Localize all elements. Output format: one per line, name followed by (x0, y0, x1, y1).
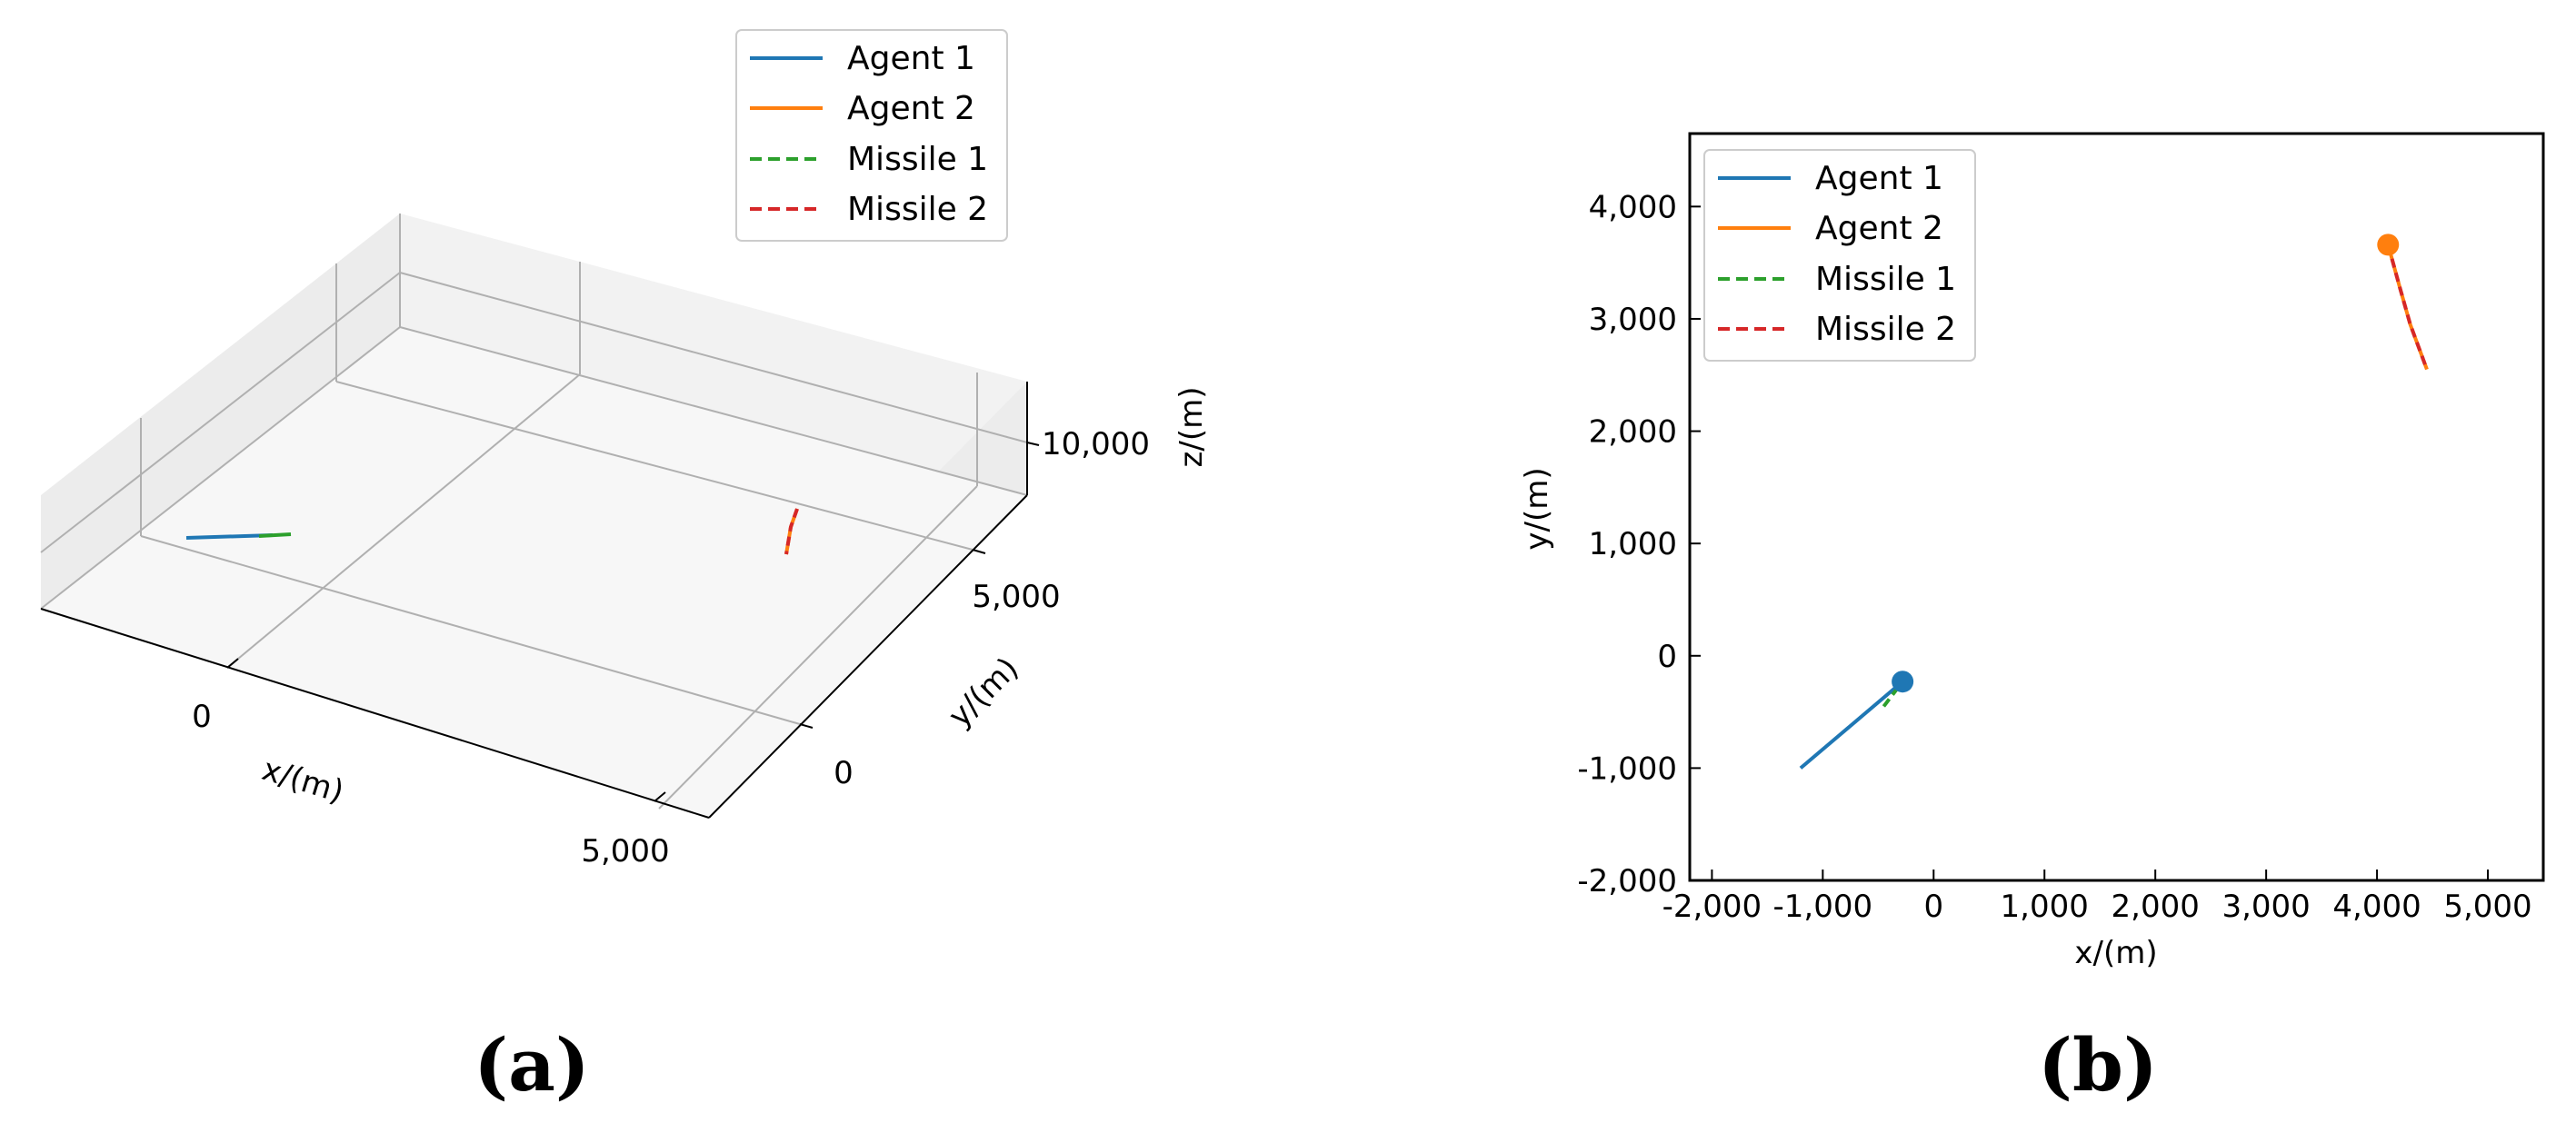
panel-label-b: (b) (2038, 1022, 2158, 1108)
legend-a-entry-missile-1: Missile 1 (750, 141, 988, 178)
z-axis-label: z/(m) (1173, 387, 1210, 468)
legend-b-label-agent-1: Agent 1 (1815, 160, 1943, 197)
legend-b-label-agent-2: Agent 2 (1815, 210, 1943, 247)
legend-b-entry-missile-2: Missile 2 (1718, 311, 1956, 348)
x-tick-label-b: 3,000 (2222, 889, 2310, 925)
y-axis-line (708, 494, 1028, 819)
legend-b: Agent 1 Agent 2 Missile 1 Missile 2 (1703, 149, 1976, 362)
agent-1-trajectory-3d (185, 533, 274, 540)
legend-b-entry-agent-2: Agent 2 (1718, 210, 1943, 247)
agent-1-position-marker (1892, 671, 1914, 693)
x-axis-label: x/(m) (258, 751, 348, 810)
legend-b-entry-agent-1: Agent 1 (1718, 160, 1943, 197)
y-tick-label-0: 0 (834, 755, 854, 791)
legend-b-label-missile-2: Missile 2 (1815, 311, 1956, 348)
missile-2-trajectory (2386, 243, 2429, 371)
y-tick-label-b: 0 (1657, 639, 1677, 675)
grid-3d (40, 214, 1028, 810)
legend-b-frame (1703, 149, 1976, 362)
x-axis-line (40, 608, 710, 819)
x-tick-label-5000: 5,000 (581, 833, 669, 870)
z-tick-10000 (1026, 442, 1040, 446)
y-tick-label-b: 1,000 (1589, 526, 1677, 562)
legend-a-entry-agent-2: Agent 2 (750, 90, 975, 127)
x-tick-label-b: 0 (1923, 889, 1943, 925)
plot-b-markers (1892, 234, 2400, 693)
x-tick-label-b: 1,000 (2001, 889, 2089, 925)
legend-a-frame (735, 29, 1008, 242)
legend-a-label-missile-1: Missile 1 (847, 141, 988, 178)
x-tick-label-b: 4,000 (2332, 889, 2421, 925)
x-tick-5000 (654, 791, 666, 802)
legend-a-label-agent-1: Agent 1 (847, 40, 975, 77)
legend-a-label-agent-2: Agent 2 (847, 90, 975, 127)
missile-1-trajectory (1882, 680, 1904, 708)
x-tick-0 (226, 658, 239, 669)
y-tick-label-b: 4,000 (1589, 189, 1677, 225)
pane-left-wall (41, 214, 400, 609)
x-axis-label-b: x/(m) (2074, 935, 2157, 971)
legend-b-entry-missile-1: Missile 1 (1718, 261, 1956, 298)
x-tick-label-b: -1,000 (1773, 889, 1873, 925)
y-tick-0 (799, 723, 814, 729)
y-axis-label-b: y/(m) (1519, 467, 1555, 550)
x-tick-label-b: -2,000 (1662, 889, 1762, 925)
y-axis-label: y/(m) (942, 651, 1026, 735)
y-tick-label-b: -2,000 (1577, 863, 1677, 899)
x-tick-label-0: 0 (192, 699, 212, 735)
y-tick-label-5000: 5,000 (972, 579, 1060, 615)
agent-1-trajectory (1799, 680, 1904, 770)
x-tick-label-b: 5,000 (2443, 889, 2531, 925)
legend-b-label-missile-1: Missile 1 (1815, 261, 1956, 298)
y-tick-label-b: 2,000 (1589, 414, 1677, 451)
legend-a-entry-missile-2: Missile 2 (750, 191, 988, 228)
panel-label-a: (a) (474, 1022, 590, 1108)
legend-a: Agent 1 Agent 2 Missile 1 Missile 2 (735, 29, 1008, 242)
y-tick-label-b: 3,000 (1589, 302, 1677, 338)
legend-a-entry-agent-1: Agent 1 (750, 40, 975, 77)
pane-back-wall (400, 214, 1027, 495)
x-tick-label-b: 2,000 (2112, 889, 2200, 925)
legend-a-label-missile-2: Missile 2 (847, 191, 988, 228)
plot-b-series (1799, 243, 2429, 770)
missile-1-trajectory-3d (258, 532, 292, 538)
agent-2-position-marker (2377, 234, 2400, 256)
missile-2-trajectory-3d (784, 508, 799, 555)
panel-b-2d-plot: -2,000 -1,000 0 1,000 2,000 3,000 4,000 5,000 -2… (1519, 132, 2545, 971)
y-tick-label-b: -1,000 (1577, 750, 1677, 787)
plot-b-ticks: -2,000 -1,000 0 1,000 2,000 3,000 4,000 5,000 -2… (1577, 189, 2531, 925)
y-tick-5000 (972, 549, 986, 554)
panel-a-3d-plot: 0 5,000 0 5,000 10,000 x/(m) y/(m) z/(m)… (40, 29, 1210, 870)
pane-floor (41, 327, 1027, 818)
z-tick-label-10000: 10,000 (1042, 426, 1150, 462)
